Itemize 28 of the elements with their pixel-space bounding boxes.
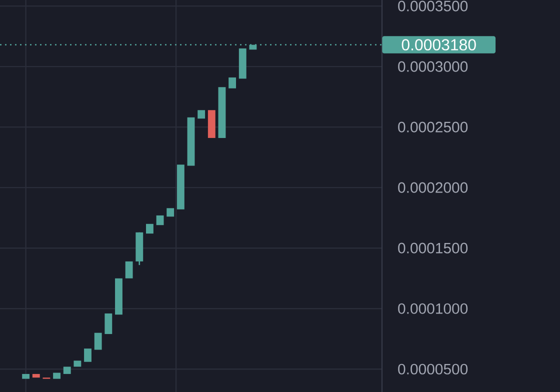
candlestick [63, 366, 71, 374]
ref-line-label: 0.0003180 [402, 39, 476, 50]
candlestick [208, 110, 216, 138]
y-tick-label: 0.0000500 [398, 364, 468, 374]
y-tick-label: 0.0001000 [398, 303, 468, 314]
candlestick [156, 215, 164, 226]
candlestick [115, 278, 122, 315]
candlestick [32, 374, 40, 378]
candlestick [84, 348, 92, 362]
candlestick [176, 164, 184, 210]
y-tick-label: 0.0002000 [398, 182, 468, 193]
candlestick [187, 117, 195, 166]
candlestick [218, 87, 226, 138]
candlestick [125, 261, 133, 278]
y-tick-label: 0.0002500 [398, 122, 468, 132]
y-tick-label: 0.0003000 [398, 61, 468, 72]
candlestick [228, 77, 236, 88]
candlestick [166, 208, 174, 217]
y-tick-label: 0.0001500 [398, 242, 468, 254]
candlestick [146, 224, 154, 234]
candlestick [198, 110, 206, 119]
candlestick [74, 360, 82, 367]
y-tick-label: 0.0003500 [398, 0, 468, 12]
candlestick [53, 372, 61, 379]
candlestick [238, 48, 246, 79]
candlestick [94, 332, 102, 350]
candlestick [22, 374, 30, 379]
candlestick [104, 313, 112, 334]
